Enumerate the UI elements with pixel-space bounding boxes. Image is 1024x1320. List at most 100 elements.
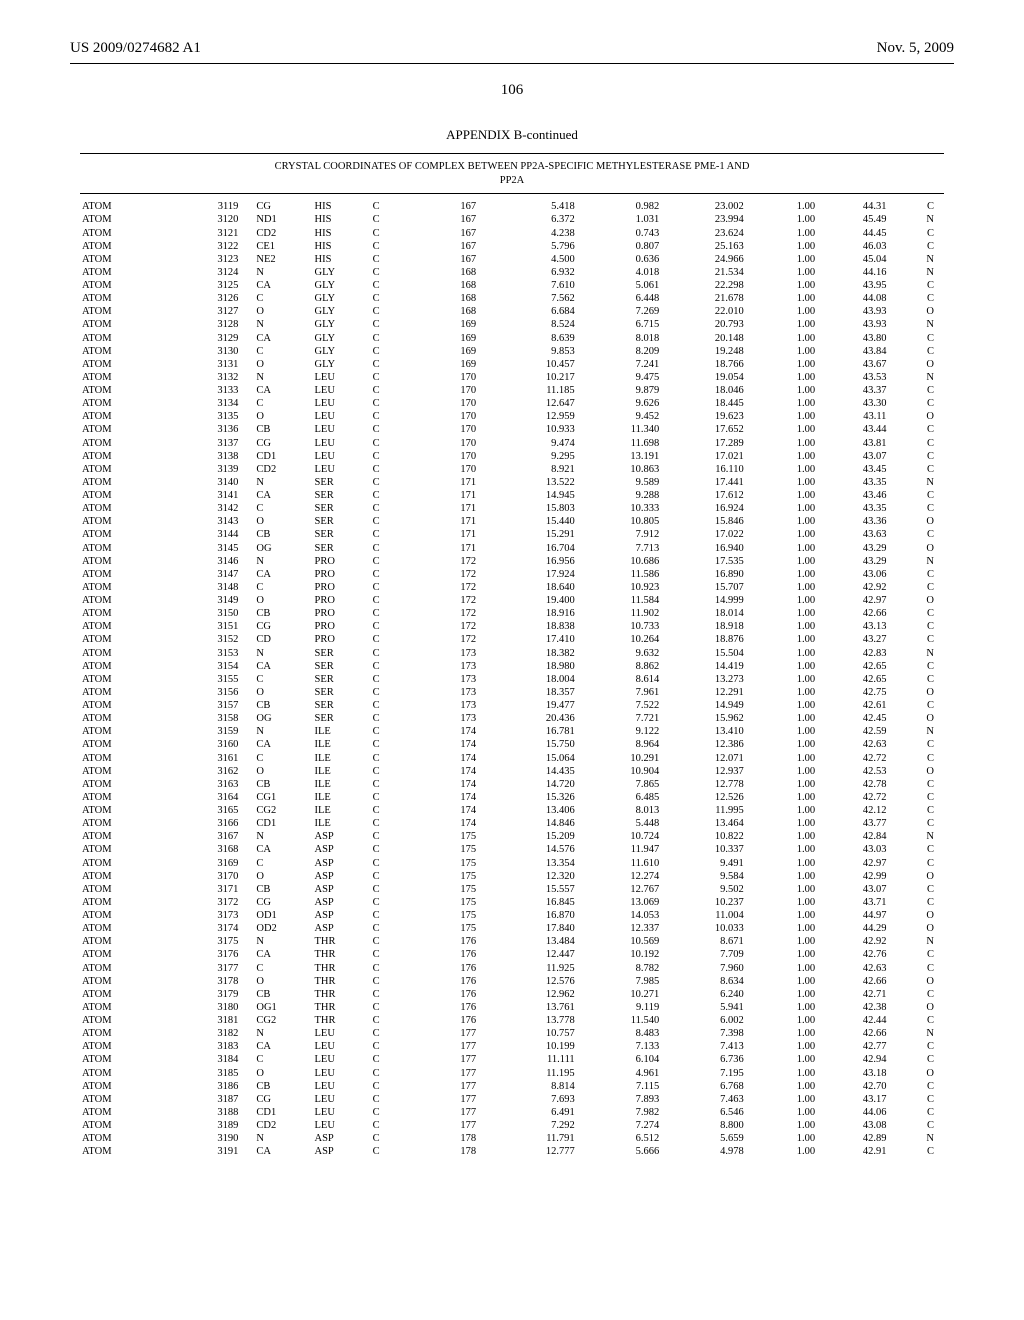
table-cell: C (371, 1080, 416, 1093)
table-cell: CG1 (254, 791, 312, 804)
table-cell: 3164 (165, 791, 255, 804)
table-cell: 15.209 (492, 830, 577, 843)
table-cell: 1.00 (746, 804, 817, 817)
table-cell: 10.569 (577, 935, 662, 948)
table-cell: 1.00 (746, 712, 817, 725)
appendix-title: APPENDIX B-continued (70, 127, 954, 143)
table-cell: 3144 (165, 528, 255, 541)
table-cell: 7.274 (577, 1119, 662, 1132)
table-cell: C (371, 752, 416, 765)
table-cell: ASP (313, 909, 371, 922)
table-cell: 43.93 (817, 318, 888, 331)
table-cell: ASP (313, 857, 371, 870)
table-cell: CE1 (254, 240, 312, 253)
table-cell: 10.333 (577, 502, 662, 515)
table-cell: 16.704 (492, 542, 577, 555)
table-row: ATOM3190NASPC17811.7916.5125.6591.0042.8… (80, 1132, 944, 1145)
table-cell: CA (254, 332, 312, 345)
table-cell: ILE (313, 738, 371, 751)
table-cell: 17.441 (661, 476, 746, 489)
table-cell: 167 (416, 253, 493, 266)
table-cell: 13.778 (492, 1014, 577, 1027)
table-cell: O (888, 515, 944, 528)
table-cell: ILE (313, 778, 371, 791)
table-cell: 42.66 (817, 607, 888, 620)
table-cell: 1.00 (746, 948, 817, 961)
table-cell: C (888, 699, 944, 712)
table-cell: 169 (416, 318, 493, 331)
table-cell: 1.00 (746, 581, 817, 594)
table-cell: C (371, 581, 416, 594)
table-cell: O (888, 686, 944, 699)
table-cell: C (888, 988, 944, 1001)
table-cell: O (888, 712, 944, 725)
table-cell: 3153 (165, 647, 255, 660)
table-cell: LEU (313, 1027, 371, 1040)
table-cell: 3131 (165, 358, 255, 371)
table-cell: C (254, 292, 312, 305)
table-cell: 43.77 (817, 817, 888, 830)
table-cell: 3185 (165, 1067, 255, 1080)
table-cell: 7.241 (577, 358, 662, 371)
table-cell: 3133 (165, 384, 255, 397)
table-row: ATOM3158OGSERC17320.4367.72115.9621.0042… (80, 712, 944, 725)
table-cell: 0.807 (577, 240, 662, 253)
table-row: ATOM3159NILEC17416.7819.12213.4101.0042.… (80, 725, 944, 738)
table-cell: 168 (416, 279, 493, 292)
table-cell: 10.923 (577, 581, 662, 594)
table-cell: 14.435 (492, 765, 577, 778)
table-cell: 14.846 (492, 817, 577, 830)
table-cell: 21.534 (661, 266, 746, 279)
table-cell: SER (313, 673, 371, 686)
table-cell: 8.800 (661, 1119, 746, 1132)
table-row: ATOM3150CBPROC17218.91611.90218.0141.004… (80, 607, 944, 620)
table-cell: C (888, 607, 944, 620)
table-cell: 14.945 (492, 489, 577, 502)
table-cell: N (254, 935, 312, 948)
table-cell: C (371, 778, 416, 791)
table-row: ATOM3133CALEUC17011.1859.87918.0461.0043… (80, 384, 944, 397)
table-cell: 42.71 (817, 988, 888, 1001)
table-cell: 175 (416, 896, 493, 909)
table-cell: ILE (313, 725, 371, 738)
table-row: ATOM3142CSERC17115.80310.33316.9241.0043… (80, 502, 944, 515)
table-cell: C (888, 463, 944, 476)
publication-date: Nov. 5, 2009 (877, 40, 954, 57)
table-row: ATOM3120ND1HISC1676.3721.03123.9941.0045… (80, 213, 944, 226)
table-cell: C (888, 1080, 944, 1093)
table-cell: ATOM (80, 266, 165, 279)
table-cell: 167 (416, 240, 493, 253)
table-cell: C (371, 410, 416, 423)
table-cell: 13.354 (492, 857, 577, 870)
table-cell: ATOM (80, 213, 165, 226)
table-cell: SER (313, 686, 371, 699)
table-cell: PRO (313, 568, 371, 581)
table-row: ATOM3119CGHISC1675.4180.98223.0021.0044.… (80, 200, 944, 213)
table-cell: CD1 (254, 450, 312, 463)
table-cell: C (371, 594, 416, 607)
table-cell: 18.838 (492, 620, 577, 633)
table-row: ATOM3183CALEUC17710.1997.1337.4131.0042.… (80, 1040, 944, 1053)
table-row: ATOM3126CGLYC1687.5626.44821.6781.0044.0… (80, 292, 944, 305)
table-cell: GLY (313, 358, 371, 371)
table-cell: 42.53 (817, 765, 888, 778)
table-cell: C (371, 1001, 416, 1014)
table-cell: ATOM (80, 200, 165, 213)
table-cell: 10.724 (577, 830, 662, 843)
table-cell: 3155 (165, 673, 255, 686)
table-cell: 18.382 (492, 647, 577, 660)
table-cell: 177 (416, 1080, 493, 1093)
table-cell: ATOM (80, 804, 165, 817)
table-cell: ATOM (80, 528, 165, 541)
table-cell: 42.97 (817, 594, 888, 607)
table-cell: 6.491 (492, 1106, 577, 1119)
table-cell: C (371, 673, 416, 686)
table-cell: 7.961 (577, 686, 662, 699)
table-cell: ATOM (80, 318, 165, 331)
table-row: ATOM3179CBTHRC17612.96210.2716.2401.0042… (80, 988, 944, 1001)
table-cell: 3157 (165, 699, 255, 712)
table-cell: 7.893 (577, 1093, 662, 1106)
table-cell: C (888, 660, 944, 673)
table-cell: ATOM (80, 463, 165, 476)
table-cell: 3190 (165, 1132, 255, 1145)
